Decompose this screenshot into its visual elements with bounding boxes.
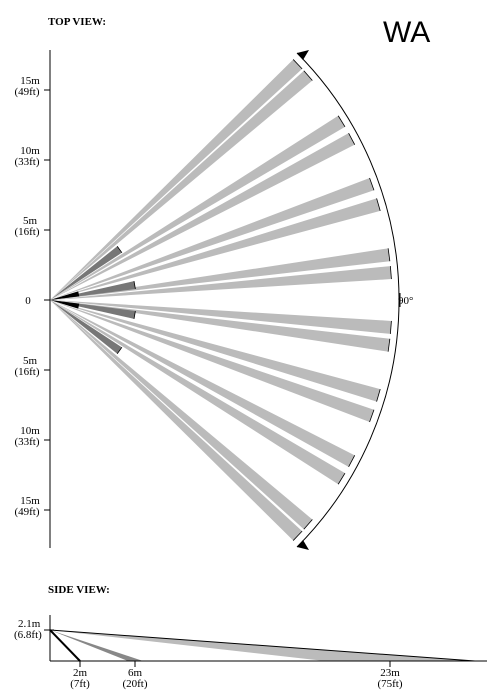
beam bbox=[50, 266, 392, 300]
beam-end bbox=[133, 281, 136, 290]
model-label: WA bbox=[383, 16, 430, 49]
angle-arc bbox=[296, 52, 400, 548]
distance-ft: (7ft) bbox=[70, 678, 90, 690]
side-view-title: SIDE VIEW: bbox=[48, 584, 110, 596]
beam-end bbox=[387, 248, 391, 262]
beam-end bbox=[348, 455, 356, 468]
beam bbox=[50, 246, 122, 300]
distance-m: 10m bbox=[20, 145, 40, 157]
side-distance-labels: 2m(7ft) 6m(20ft) 23m(75ft) bbox=[70, 661, 403, 690]
side-beam-edge bbox=[49, 629, 476, 662]
beam bbox=[50, 300, 355, 467]
beam bbox=[50, 178, 374, 300]
beam bbox=[50, 300, 122, 354]
beam bbox=[50, 300, 345, 485]
beam-end bbox=[376, 389, 381, 402]
distance-m: 5m bbox=[23, 215, 38, 227]
beam-end bbox=[376, 198, 381, 211]
distance-m: 23m bbox=[380, 667, 400, 679]
distance-ft: (20ft) bbox=[122, 678, 147, 690]
beam bbox=[50, 70, 313, 300]
beam bbox=[50, 300, 313, 530]
beam-end bbox=[77, 291, 80, 297]
distance-m: 15m bbox=[20, 75, 40, 87]
side-beam bbox=[50, 630, 143, 661]
beam-end bbox=[369, 177, 375, 191]
beam-end bbox=[348, 132, 356, 145]
beam-end bbox=[389, 320, 392, 334]
beam-end bbox=[337, 115, 346, 128]
distance-ft: (33ft) bbox=[14, 436, 39, 448]
distance-m: 6m bbox=[128, 667, 143, 679]
beam bbox=[50, 59, 303, 301]
distance-ft: (16ft) bbox=[14, 366, 39, 378]
beam-end bbox=[369, 409, 375, 423]
height-ft: (6.8ft) bbox=[14, 629, 42, 641]
beam-end bbox=[133, 310, 136, 319]
beam bbox=[50, 300, 79, 309]
beam-end bbox=[303, 519, 313, 530]
angle-label: 90° bbox=[398, 295, 413, 307]
beam-end bbox=[116, 347, 123, 355]
beam bbox=[50, 300, 303, 541]
beam bbox=[50, 300, 374, 422]
beam-end bbox=[387, 338, 391, 352]
beam bbox=[50, 300, 392, 334]
height-m: 2.1m bbox=[18, 618, 41, 630]
distance-ft: (49ft) bbox=[14, 86, 39, 98]
beam-end bbox=[292, 530, 303, 541]
beam bbox=[50, 291, 79, 300]
beam-end bbox=[303, 70, 313, 81]
beam bbox=[50, 115, 345, 300]
beam bbox=[50, 198, 381, 300]
arrow bbox=[297, 540, 309, 550]
distance-m: 10m bbox=[20, 425, 40, 437]
distance-ft: (33ft) bbox=[14, 156, 39, 168]
distance-m: 5m bbox=[23, 355, 38, 367]
arrow bbox=[297, 50, 309, 60]
distance-ft: (75ft) bbox=[377, 678, 402, 690]
side-beam bbox=[49, 629, 81, 662]
beam-end bbox=[116, 245, 123, 253]
distance-m: 15m bbox=[20, 495, 40, 507]
distance-m: 0 bbox=[25, 295, 31, 307]
distance-ft: (16ft) bbox=[14, 226, 39, 238]
beam-end bbox=[292, 59, 303, 70]
beam bbox=[50, 300, 381, 402]
beam bbox=[50, 133, 355, 300]
distance-ft: (49ft) bbox=[14, 506, 39, 518]
distance-labels: 15m(49ft)10m(33ft)5m(16ft)05m(16ft)10m(3… bbox=[14, 75, 50, 518]
beam-end bbox=[77, 303, 80, 309]
beam-end bbox=[389, 266, 392, 280]
coverage-beams bbox=[50, 59, 392, 541]
top-view-title: TOP VIEW: bbox=[48, 16, 106, 28]
beam-end bbox=[337, 472, 346, 485]
distance-m: 2m bbox=[73, 667, 88, 679]
